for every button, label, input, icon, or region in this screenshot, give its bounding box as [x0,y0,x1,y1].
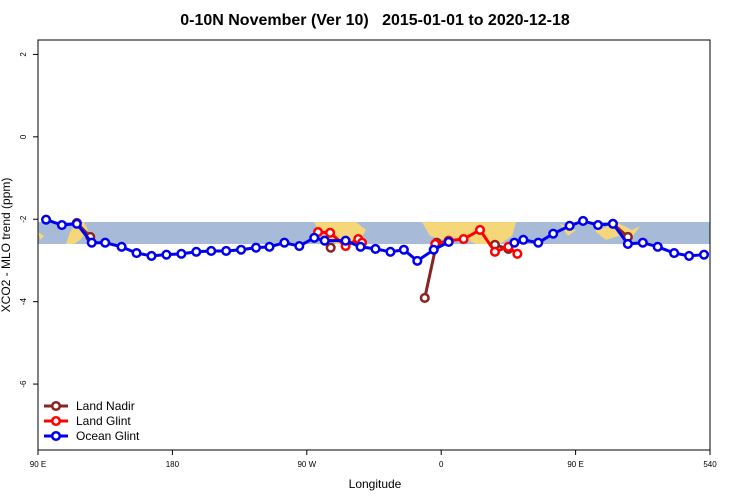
point [509,237,520,248]
point [100,237,111,248]
point [548,228,559,239]
point [622,238,633,250]
land [314,222,366,244]
x-axis-label: Longitude [349,477,402,491]
point [264,241,275,252]
point [652,241,663,252]
point [325,242,336,253]
point [428,244,439,255]
point [419,292,430,303]
point [698,249,710,260]
point [250,242,262,253]
point [116,241,127,252]
point [489,246,501,257]
point [176,248,187,259]
legend-swatch-point [50,400,62,412]
y-tick-label: 2 [19,52,28,57]
x-tick-label: 540 [703,460,717,469]
legend-label: Land Glint [76,414,131,428]
point [443,236,454,247]
ocean-band [38,222,710,244]
point [637,237,648,248]
point [131,247,142,259]
point [340,235,351,246]
point [56,219,67,231]
y-tick-label: -6 [19,380,28,388]
y-tick-label: -2 [19,215,28,223]
point [578,215,589,226]
legend-swatch-point [50,415,62,427]
point [355,241,366,252]
point [319,235,330,246]
point [325,227,336,238]
x-tick-label: 90 E [567,460,583,469]
point [564,220,575,231]
y-axis-label: XCO2 - MLO trend (ppm) [0,178,13,313]
point [146,250,157,261]
x-tick-label: 90 W [297,460,316,469]
point [533,237,544,248]
x-tick-label: 90 E [30,460,46,469]
plot-frame [37,39,711,451]
point [458,233,469,245]
point [161,249,172,260]
y-tick-label: 0 [19,134,28,139]
point [236,244,247,255]
chart-title: 0-10N November (Ver 10) 2015-01-01 to 20… [180,12,570,29]
point [398,244,409,255]
point [684,250,695,261]
point [385,246,396,257]
point [191,246,202,257]
point [71,218,82,229]
point [294,240,305,252]
point [370,243,381,254]
point [86,237,97,248]
point [41,214,52,225]
point [607,218,618,229]
point [669,247,680,259]
point [592,219,604,231]
point [279,237,290,248]
point [206,245,217,257]
point [221,245,232,257]
y-tick-label: -4 [19,298,28,306]
point [512,248,523,259]
x-tick-label: 180 [166,460,180,469]
legend-label: Land Nadir [76,399,135,413]
point [309,232,320,243]
series-line [45,218,450,263]
point [518,234,529,245]
legend-label: Ocean Glint [76,429,140,443]
x-tick-label: 0 [439,460,444,469]
legend-swatch-point [50,430,62,442]
point [474,224,486,236]
point [412,255,423,266]
land [38,232,44,240]
